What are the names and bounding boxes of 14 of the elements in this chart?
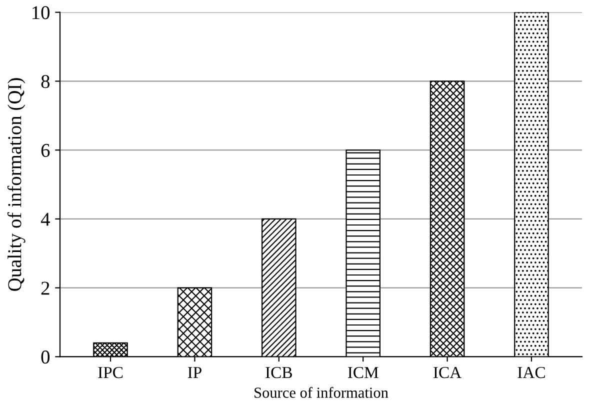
x-tick-label: IP	[188, 367, 202, 378]
y-axis-title: Quality of information (QI)	[7, 78, 26, 291]
x-tick-label: ICA	[434, 366, 462, 378]
y-tick-label: 10	[32, 6, 50, 20]
y-tick-label: 6	[41, 144, 50, 157]
y-tick-label: 0	[41, 350, 50, 364]
y-tick-label: 2	[41, 282, 50, 295]
y-tick-label: 4	[40, 212, 50, 226]
y-tick-label: 8	[41, 74, 50, 88]
x-axis-title: Source of information	[254, 386, 388, 398]
x-tick-label: IPC	[98, 366, 123, 378]
x-tick-label: IAC	[518, 366, 545, 378]
x-tick-label: ICB	[266, 366, 292, 378]
x-tick-label: ICM	[348, 366, 378, 378]
